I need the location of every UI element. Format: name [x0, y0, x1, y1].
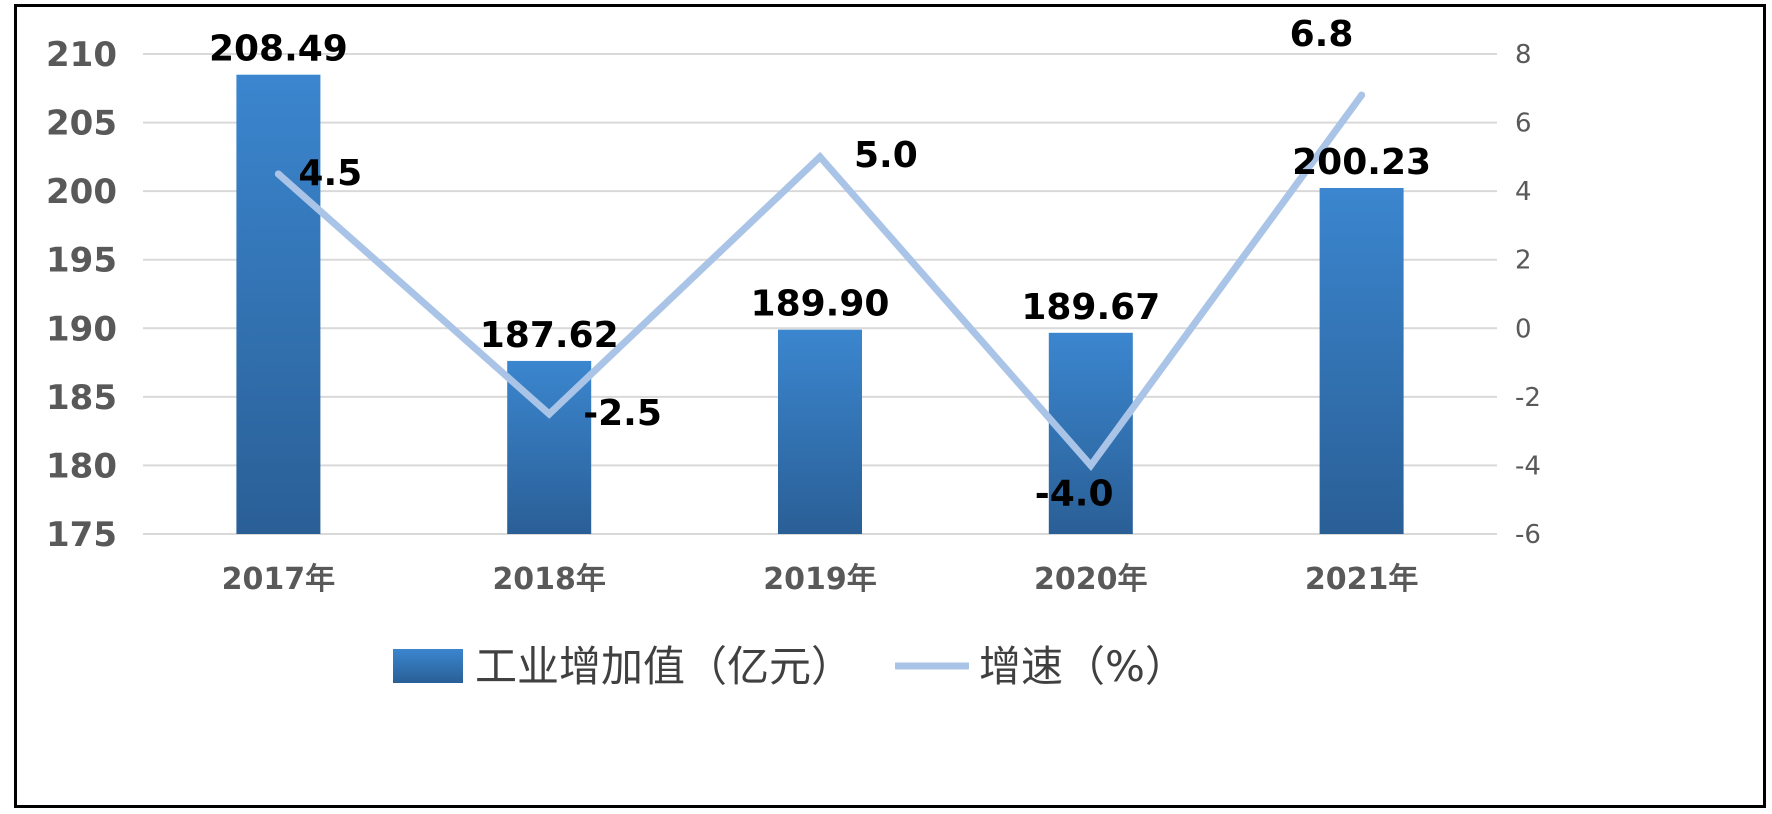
- growth-value-label: 6.8: [1290, 14, 1354, 55]
- y-tick-label: 195: [46, 241, 117, 281]
- bar-value-label: 200.23: [1292, 142, 1431, 183]
- growth-value-label: 4.5: [298, 153, 362, 194]
- left-y-axis: 175 180 185 190 195 200 205 210: [46, 35, 117, 555]
- x-tick-label: 2019年: [763, 562, 877, 597]
- y-tick-label: 200: [46, 172, 117, 212]
- growth-point: [1087, 461, 1095, 469]
- y2-tick-label: -6: [1515, 520, 1541, 550]
- bar-value-label: 187.62: [480, 315, 619, 356]
- x-tick-label: 2021年: [1305, 562, 1419, 597]
- y-tick-label: 185: [46, 378, 117, 418]
- x-tick-label: 2017年: [222, 562, 336, 597]
- combo-chart: 175 180 185 190 195 200 205 210 -6 -4 -2 0 2 4 6 8 201…: [46, 14, 1541, 691]
- legend-bar-swatch: [393, 649, 463, 683]
- bar: [778, 329, 862, 534]
- y2-tick-label: -2: [1515, 383, 1541, 413]
- y2-tick-label: 0: [1515, 314, 1532, 344]
- growth-point: [1358, 91, 1366, 99]
- y2-tick-label: 2: [1515, 246, 1532, 276]
- y2-tick-label: 8: [1515, 40, 1532, 70]
- bar-value-label: 208.49: [209, 29, 348, 70]
- growth-point: [545, 410, 553, 418]
- chart-frame: 175 180 185 190 195 200 205 210 -6 -4 -2 0 2 4 6 8 201…: [14, 4, 1766, 808]
- legend-line-label: 增速（%）: [979, 642, 1187, 691]
- legend: 工业增加值（亿元） 增速（%）: [393, 642, 1187, 691]
- growth-value-label: -4.0: [1035, 473, 1114, 514]
- bar-value-label: 189.67: [1021, 287, 1160, 328]
- y2-tick-label: -4: [1515, 451, 1541, 481]
- x-tick-label: 2018年: [492, 562, 606, 597]
- growth-point: [816, 153, 824, 161]
- growth-value-label: 5.0: [854, 135, 918, 176]
- bar: [1319, 187, 1404, 534]
- data-labels: 208.49 187.62 189.90 189.67 200.23 4.5 -2.5 5.0…: [209, 14, 1431, 514]
- x-tick-label: 2020年: [1034, 562, 1148, 597]
- growth-point: [274, 170, 282, 178]
- y-tick-label: 210: [46, 35, 117, 75]
- y-tick-label: 180: [46, 446, 117, 486]
- line-series: [274, 91, 1366, 472]
- bar: [236, 74, 321, 535]
- x-axis: 2017年 2018年 2019年 2020年 2021年: [222, 562, 1419, 597]
- y-tick-label: 190: [46, 309, 117, 349]
- y-tick-label: 205: [46, 104, 117, 144]
- y-tick-label: 175: [46, 515, 117, 555]
- legend-bar-label: 工业增加值（亿元）: [475, 642, 853, 691]
- bar-value-label: 189.90: [751, 284, 890, 325]
- growth-value-label: -2.5: [583, 393, 662, 434]
- right-y-axis: -6 -4 -2 0 2 4 6 8: [1515, 40, 1541, 550]
- y2-tick-label: 4: [1515, 177, 1532, 207]
- y2-tick-label: 6: [1515, 109, 1532, 139]
